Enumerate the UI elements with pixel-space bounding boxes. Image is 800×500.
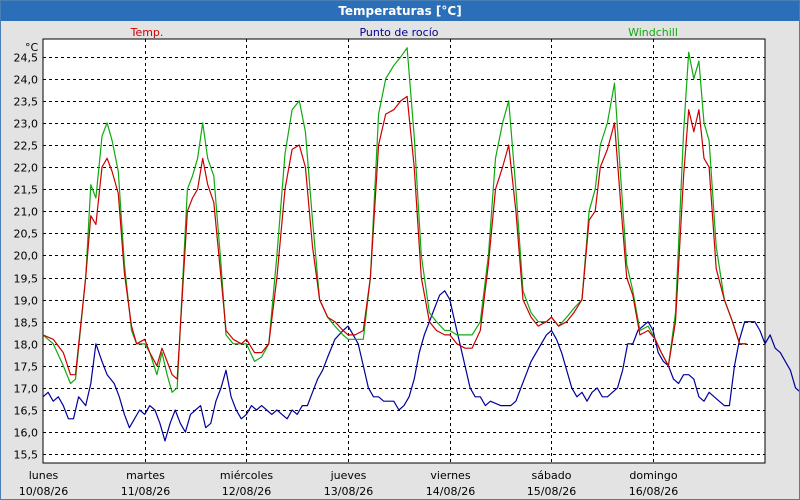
x-tick-day: miércoles [220, 469, 273, 482]
x-tick-day: martes [126, 469, 165, 482]
series-line-2 [42, 47, 747, 393]
legend-entry: Windchill [628, 26, 678, 39]
y-tick-label: 18,0 [14, 339, 39, 352]
series-line-0 [42, 95, 747, 380]
y-tick-label: 20,0 [14, 250, 39, 263]
x-tick-day: jueves [330, 469, 367, 482]
y-tick-label: 21,5 [14, 184, 39, 197]
x-tick-day: viernes [430, 469, 470, 482]
chart-title: Temperaturas [°C] [1, 1, 799, 21]
x-tick-date: 12/08/26 [222, 485, 271, 498]
x-tick-day: sábado [532, 469, 572, 482]
y-tick-label: 21,0 [14, 206, 39, 219]
y-tick-label: 16,5 [14, 405, 39, 418]
x-tick-date: 16/08/26 [629, 485, 678, 498]
x-tick-date: 15/08/26 [527, 485, 576, 498]
y-tick-label: 16,0 [14, 427, 39, 440]
x-tick-day: lunes [29, 469, 59, 482]
y-tick-label: 23,0 [14, 118, 39, 131]
y-tick-label: 19,0 [14, 295, 39, 308]
x-tick-date: 14/08/26 [426, 485, 475, 498]
y-tick-label: 22,0 [14, 162, 39, 175]
y-tick-label: 22,5 [14, 140, 39, 153]
y-tick-label: 15,5 [14, 449, 39, 462]
x-tick-day: domingo [629, 469, 677, 482]
y-tick-label: 24,0 [14, 74, 39, 87]
legend-entry: Punto de rocío [359, 26, 438, 39]
y-tick-labels: 15,5 16,0 16,5 17,0 17,5 18,0 18,5 19,0 19,5 20,0… [14, 52, 39, 462]
legend: Temp. Punto de rocío Windchill [130, 26, 678, 39]
y-tick-label: 18,5 [14, 317, 39, 330]
y-tick-label: 24,5 [14, 52, 39, 65]
x-tick-date: 11/08/26 [121, 485, 170, 498]
y-tick-label: 20,5 [14, 228, 39, 241]
grid-lines [43, 39, 765, 463]
x-tick-labels: lunes 10/08/26 martes 11/08/26 miércoles 12/0… [19, 469, 678, 498]
y-tick-label: 17,5 [14, 361, 39, 374]
y-tick-label: 23,5 [14, 96, 39, 109]
plot-area [42, 38, 766, 464]
legend-entry: Temp. [130, 26, 164, 39]
y-axis-unit: °C [25, 41, 39, 54]
series-line-1 [42, 290, 799, 442]
y-tick-label: 19,5 [14, 273, 39, 286]
x-tick-date: 13/08/26 [324, 485, 373, 498]
series-lines [42, 47, 799, 442]
y-tick-label: 17,0 [14, 383, 39, 396]
x-tick-date: 10/08/26 [19, 485, 68, 498]
